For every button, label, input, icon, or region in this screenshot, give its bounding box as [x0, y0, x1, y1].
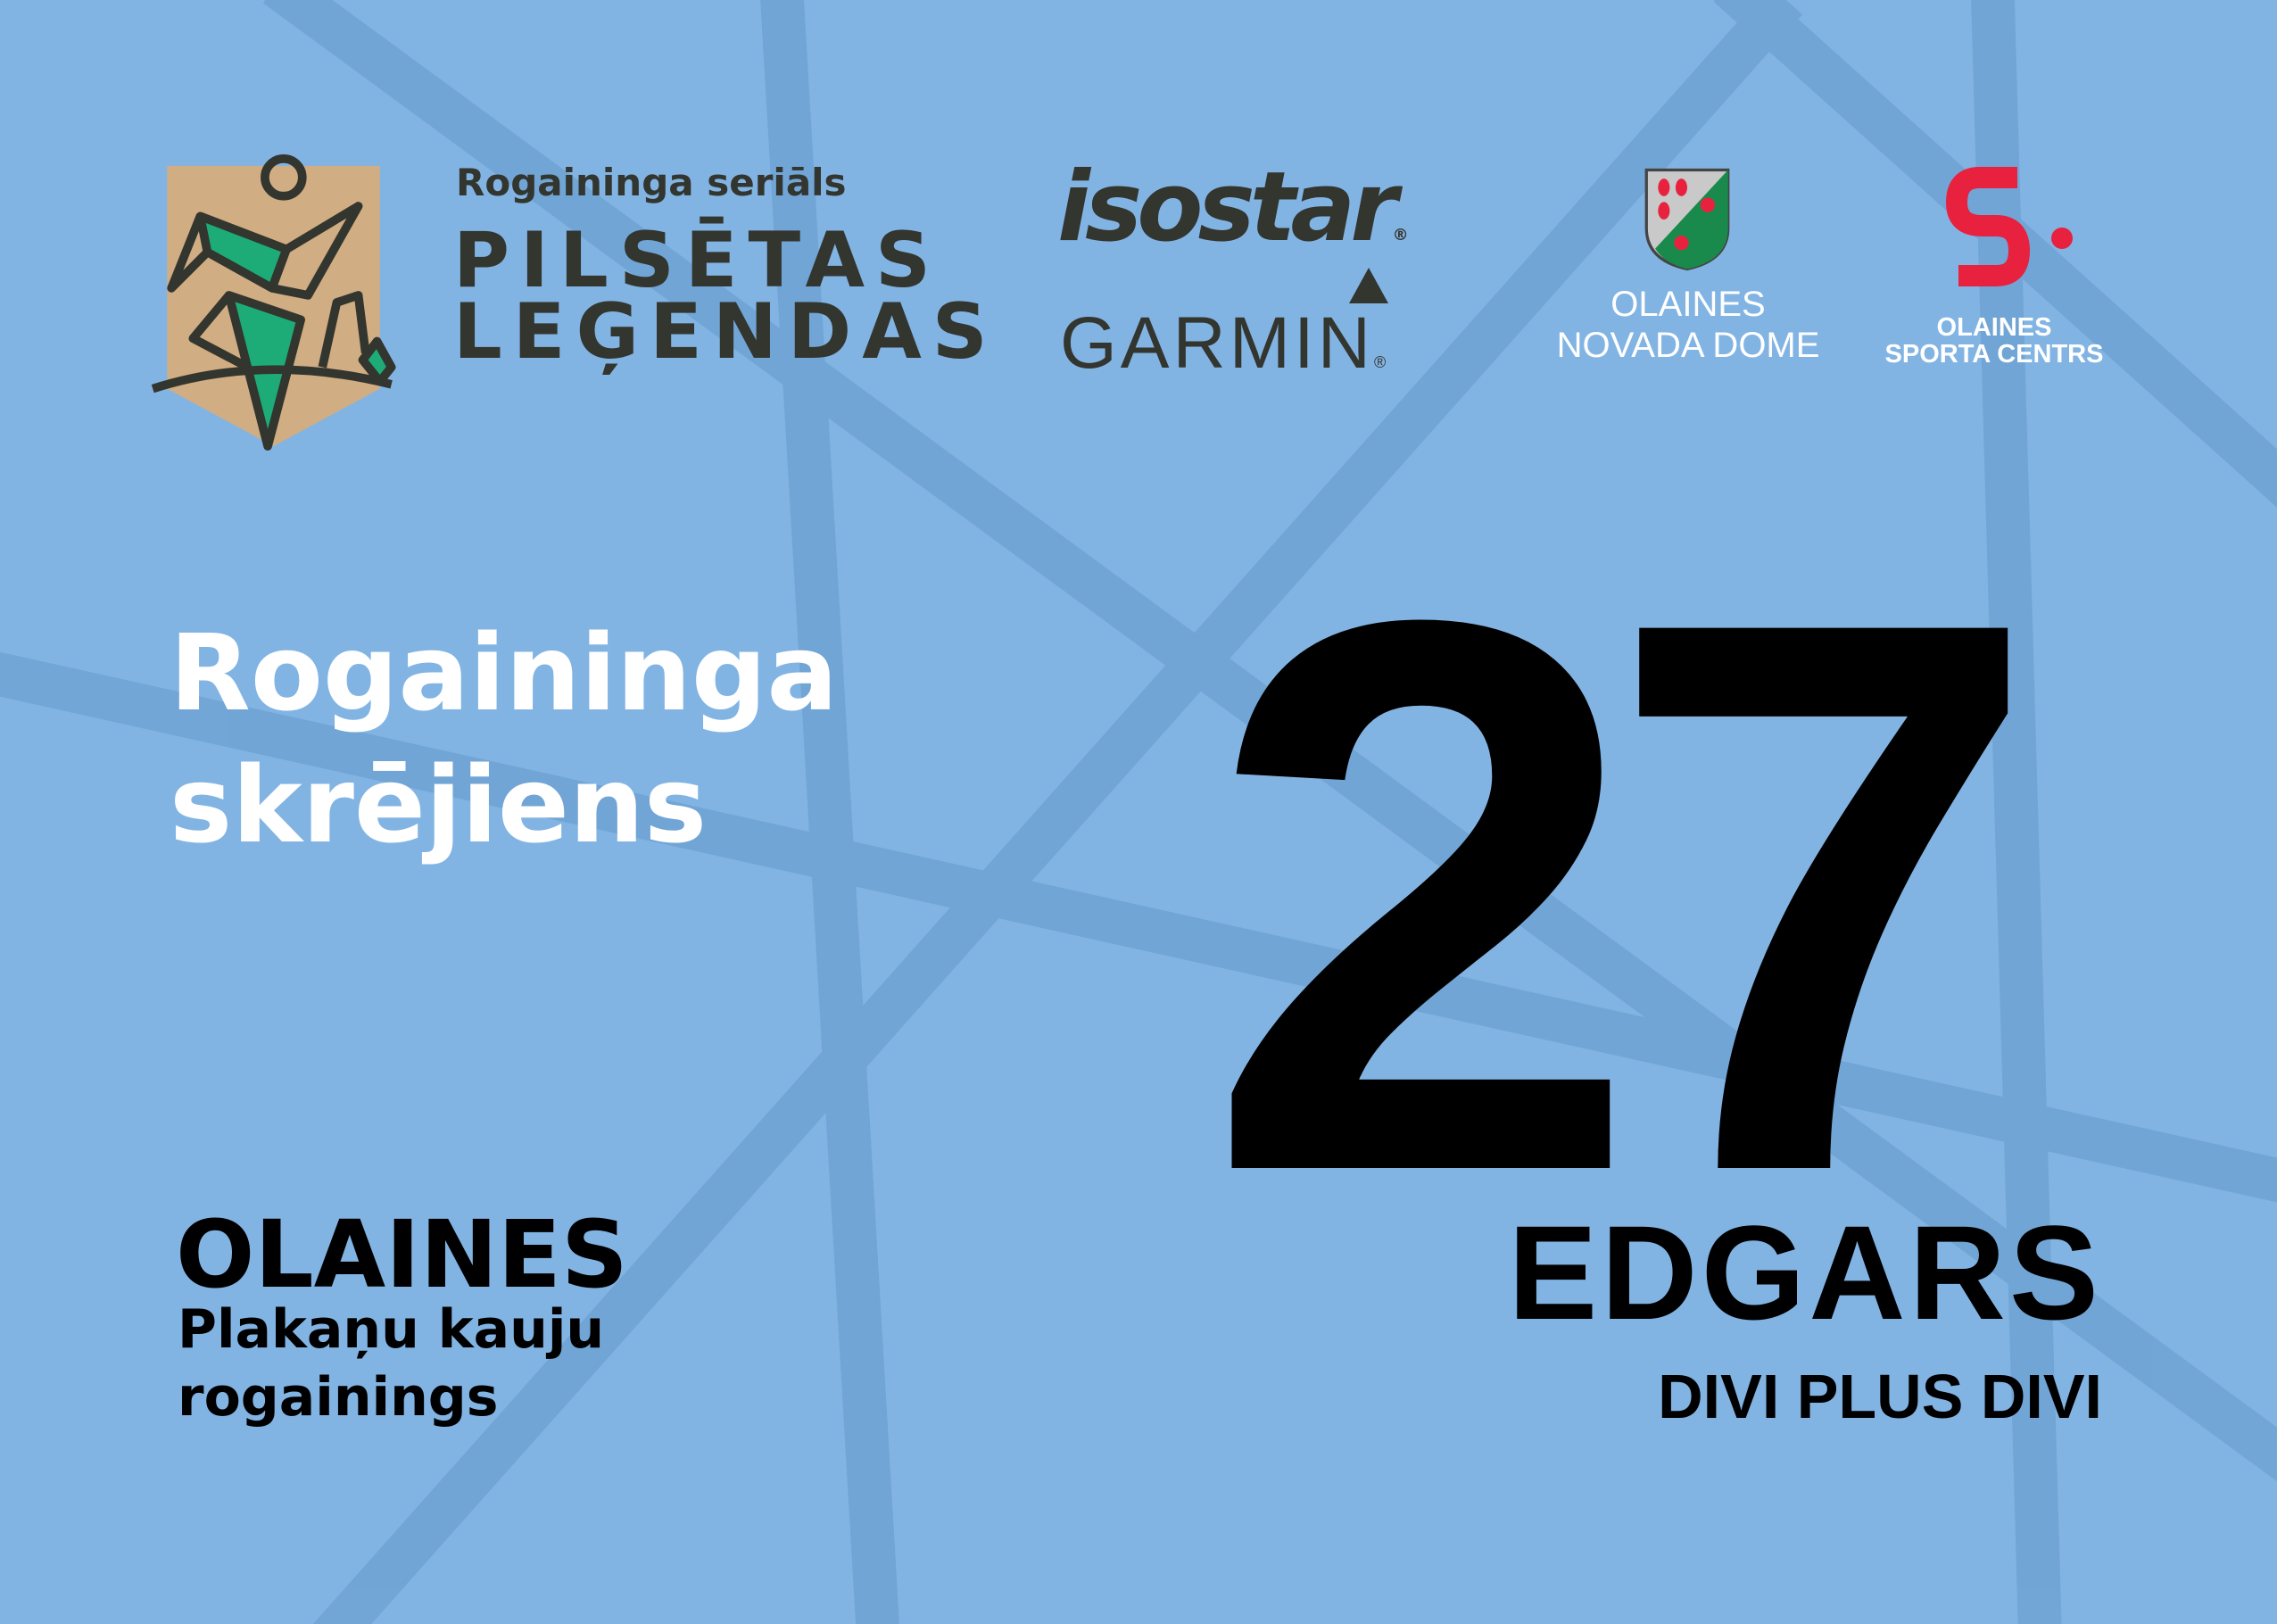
isostar-wordmark: isostar [1057, 152, 1398, 263]
location-city: OLAINES [176, 1200, 628, 1309]
olaines-sporta-centrs-s-icon [1946, 167, 2073, 286]
sports-line1: OLAINES [1936, 313, 2052, 342]
olaines-novada-dome-logo: OLAINES NOVADA DOME [1521, 284, 1855, 366]
stripe [312, 0, 1803, 1624]
pilsetas-legendas-emblem-icon [151, 154, 396, 451]
garmin-triangle-icon [1349, 268, 1388, 303]
dome-line1: OLAINES [1610, 285, 1766, 324]
location-event: Plakaņu kauju rogainings [178, 1296, 604, 1431]
event-title: Rogaininga skrējiens [170, 607, 838, 871]
bib-number: 27 [1205, 458, 2042, 1335]
registered-mark: ® [1392, 226, 1409, 244]
stripe [1971, 0, 2062, 1624]
isostar-logo: isostar® [1057, 152, 1409, 263]
olaines-sporta-centrs-logo: OLAINES SPORTA CENTRS [1865, 314, 2124, 368]
team-name: DIVI PLUS DIVI [1658, 1362, 2102, 1431]
series-title-line2: LEĢENDAS [453, 287, 998, 377]
series-title-line1: PILSĒTAS [453, 216, 941, 305]
sports-line2: SPORTA CENTRS [1884, 340, 2104, 369]
olaine-coat-of-arms-icon [1644, 168, 1730, 271]
event-title-line2: skrējiens [170, 743, 708, 866]
location-line2: rogainings [178, 1366, 499, 1429]
dome-line2: NOVADA DOME [1556, 326, 1820, 365]
series-subtitle: Rogaininga seriāls [456, 161, 847, 204]
event-title-line1: Rogaininga [170, 611, 839, 734]
garmin-logo: GARMIN® [1060, 302, 1386, 385]
series-title: PILSĒTAS LEĢENDAS [453, 216, 998, 377]
participant-name: EDGARS [1508, 1197, 2102, 1347]
registered-mark: ® [1374, 353, 1387, 371]
location-line1: Plakaņu kauju [178, 1298, 605, 1361]
stripe [760, 0, 899, 1624]
garmin-wordmark: GARMIN [1060, 302, 1374, 384]
stripe [0, 651, 2277, 1203]
stripe [262, 0, 2277, 1482]
